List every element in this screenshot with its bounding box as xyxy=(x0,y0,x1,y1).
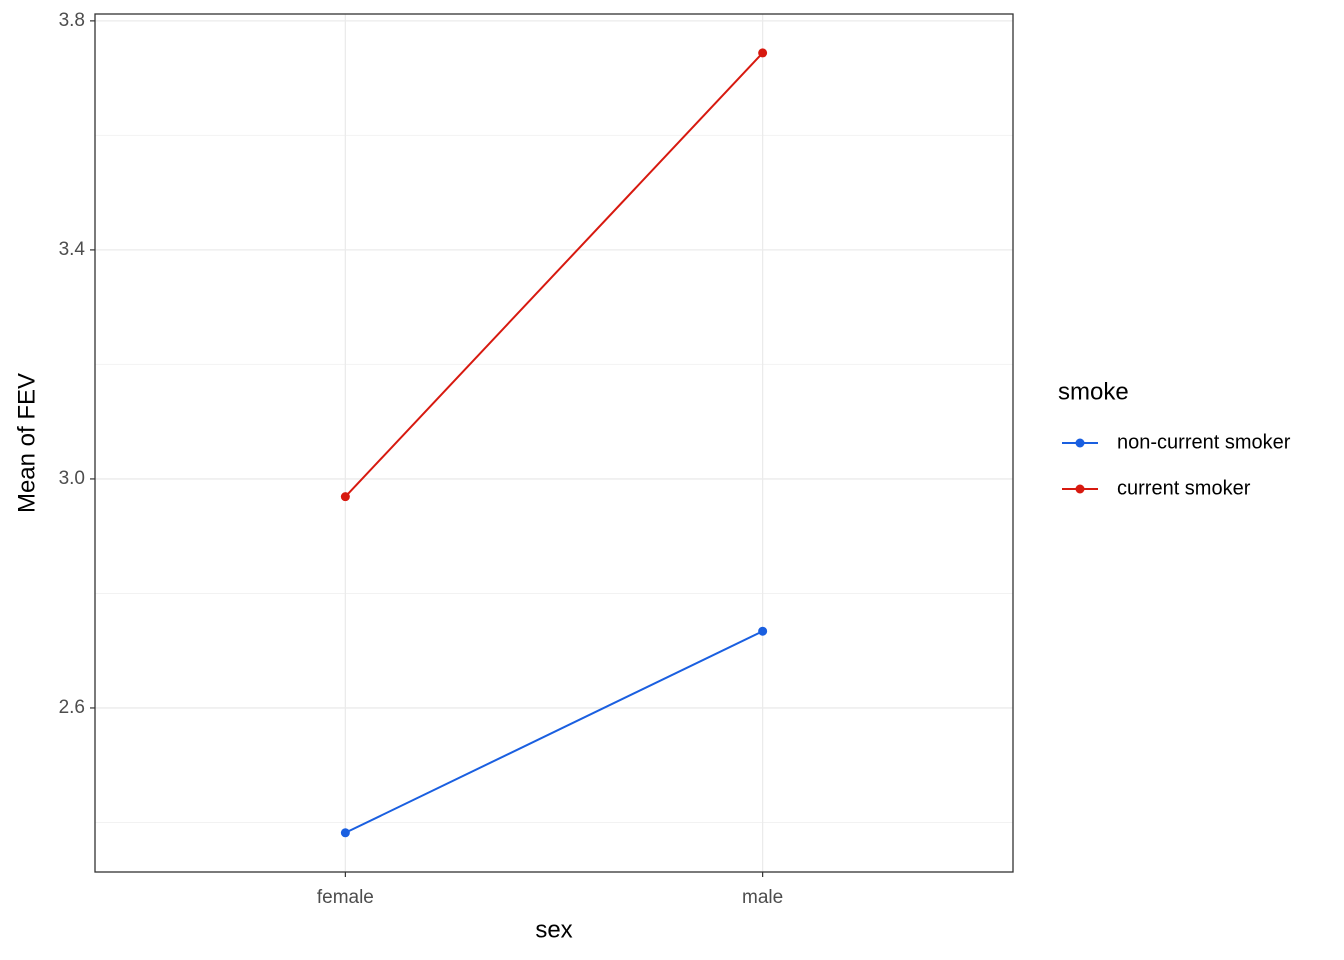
legend-key-point xyxy=(1075,484,1085,494)
legend-title: smoke xyxy=(1058,378,1129,405)
legend-label: current smoker xyxy=(1117,477,1251,499)
data-point xyxy=(340,492,350,502)
data-point xyxy=(340,828,350,838)
legend-key-point xyxy=(1075,438,1085,448)
x-axis-title: sex xyxy=(535,916,572,943)
legend-label: non-current smoker xyxy=(1117,431,1291,453)
y-tick-label: 3.4 xyxy=(59,239,86,260)
data-point xyxy=(758,48,768,58)
y-tick-label: 3.0 xyxy=(59,468,85,489)
x-tick-label: male xyxy=(742,887,783,908)
y-axis-title: Mean of FEV xyxy=(13,373,40,513)
data-point xyxy=(758,626,768,636)
panel-border xyxy=(94,13,1014,873)
y-tick-label: 3.8 xyxy=(59,10,85,31)
series-line xyxy=(344,630,764,834)
series-line xyxy=(344,52,764,498)
x-tick-label: female xyxy=(317,887,374,908)
y-tick-label: 2.6 xyxy=(59,697,85,718)
